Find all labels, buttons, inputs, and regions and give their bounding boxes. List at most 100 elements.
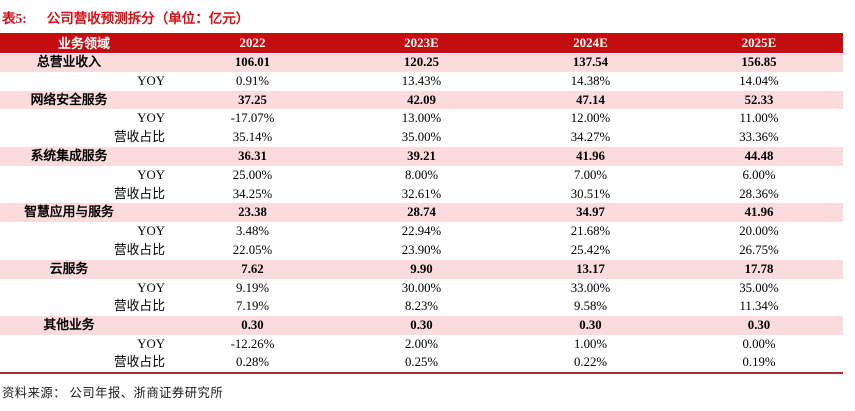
value-cell: 41.96 [506, 146, 675, 166]
table-row: 总营业收入 106.01 120.25 137.54 156.85 [0, 53, 843, 72]
value-cell: 35.00% [739, 280, 779, 295]
value-cell: 0.30 [675, 316, 843, 335]
value-cell: 36.31 [168, 146, 337, 166]
column-header: 2023E [337, 33, 506, 54]
table-row: 系统集成服务 36.31 39.21 41.96 44.48 [0, 146, 843, 166]
table-body: 总营业收入 106.01 120.25 137.54 156.85 YOY 0.91% 13.… [0, 53, 843, 373]
value-cell: 23.90% [401, 242, 442, 257]
value-cell: 3.48% [235, 224, 270, 239]
value-cell: 34.25% [232, 186, 273, 201]
value-cell: 8.23% [404, 299, 439, 314]
value-cell: 0.22% [573, 355, 608, 370]
table-header-row: 业务领域 2022 2023E 2024E 2025E [0, 33, 843, 54]
value-cell: 106.01 [168, 53, 337, 72]
value-cell: 35.14% [232, 130, 273, 145]
value-cell: 28.36% [739, 186, 779, 201]
value-cell: -17.07% [230, 111, 275, 126]
value-cell: 9.19% [235, 280, 270, 295]
table-row: YOY 0.91% 13.43% 14.38% 14.04% [0, 72, 843, 91]
row-label: 智慧应用与服务 [0, 203, 168, 223]
row-label: YOY [137, 280, 165, 295]
table-row: YOY 25.00% 8.00% 7.00% 6.00% [0, 166, 843, 185]
table-row: 智慧应用与服务 23.38 28.74 34.97 41.96 [0, 203, 843, 223]
value-cell: 0.30 [337, 316, 506, 335]
value-cell: 0.28% [235, 355, 270, 370]
table-row: 营收占比 34.25% 32.61% 30.51% 28.36% [0, 185, 843, 204]
row-label: 营收占比 [113, 186, 165, 201]
table-row: YOY 9.19% 30.00% 33.00% 35.00% [0, 279, 843, 298]
value-cell: 30.00% [401, 280, 442, 295]
value-cell: 1.00% [573, 336, 608, 351]
value-cell: 13.00% [401, 111, 442, 126]
value-cell: 21.68% [570, 224, 611, 239]
value-cell: 7.00% [573, 167, 608, 182]
value-cell: 42.09 [337, 90, 506, 110]
value-cell: 0.25% [404, 355, 439, 370]
value-cell: 6.00% [742, 167, 776, 182]
value-cell: 120.25 [337, 53, 506, 72]
value-cell: 47.14 [506, 90, 675, 110]
value-cell: 52.33 [675, 90, 843, 110]
value-cell: 11.00% [739, 111, 779, 126]
header-row: 业务领域 2022 2023E 2024E 2025E [0, 33, 843, 54]
value-cell: 22.94% [401, 224, 442, 239]
table-row: YOY -17.07% 13.00% 12.00% 11.00% [0, 109, 843, 128]
row-label: 云服务 [0, 259, 168, 279]
table-row: 营收占比 35.14% 35.00% 34.27% 33.36% [0, 128, 843, 147]
value-cell: 44.48 [675, 146, 843, 166]
value-cell: 11.34% [739, 299, 779, 314]
column-header: 2022 [168, 33, 337, 54]
value-cell: 14.04% [739, 73, 779, 88]
row-label: 营收占比 [113, 299, 165, 314]
row-label: YOY [137, 167, 165, 182]
value-cell: 0.30 [506, 316, 675, 335]
source-note: 资料来源： 公司年报、浙商证券研究所 [2, 386, 224, 400]
value-cell: 7.19% [235, 299, 270, 314]
value-cell: 2.00% [404, 336, 439, 351]
column-header: 2025E [675, 33, 843, 54]
value-cell: 0.19% [742, 355, 776, 370]
value-cell: 33.00% [570, 280, 611, 295]
row-label: 总营业收入 [0, 53, 168, 72]
value-cell: 33.36% [739, 130, 779, 145]
revenue-forecast-table: 业务领域 2022 2023E 2024E 2025E 总营业收入 106.01 120.2… [0, 33, 843, 374]
column-header: 2024E [506, 33, 675, 54]
row-label: 营收占比 [113, 130, 165, 145]
value-cell: 25.42% [570, 242, 611, 257]
row-label: 营收占比 [113, 242, 165, 257]
table-row: 云服务 7.62 9.90 13.17 17.78 [0, 259, 843, 279]
table-row: 其他业务 0.30 0.30 0.30 0.30 [0, 316, 843, 335]
value-cell: 13.17 [506, 259, 675, 279]
row-label: 营收占比 [113, 355, 165, 370]
table-row: YOY -12.26% 2.00% 1.00% 0.00% [0, 335, 843, 354]
value-cell: 39.21 [337, 146, 506, 166]
value-cell: 0.00% [742, 336, 776, 351]
value-cell: 34.97 [506, 203, 675, 223]
value-cell: 17.78 [675, 259, 843, 279]
value-cell: 20.00% [739, 224, 779, 239]
value-cell: 12.00% [570, 111, 611, 126]
value-cell: 41.96 [675, 203, 843, 223]
value-cell: 34.27% [570, 130, 611, 145]
row-label: YOY [137, 224, 165, 239]
value-cell: -12.26% [230, 336, 275, 351]
row-label: YOY [137, 336, 165, 351]
value-cell: 30.51% [570, 186, 611, 201]
value-cell: 14.38% [570, 73, 611, 88]
value-cell: 28.74 [337, 203, 506, 223]
value-cell: 22.05% [232, 242, 273, 257]
value-cell: 32.61% [401, 186, 442, 201]
value-cell: 137.54 [506, 53, 675, 72]
table-row: 网络安全服务 37.25 42.09 47.14 52.33 [0, 90, 843, 110]
value-cell: 26.75% [739, 242, 779, 257]
row-label: 网络安全服务 [0, 90, 168, 110]
row-label: 系统集成服务 [0, 146, 168, 166]
value-cell: 8.00% [404, 167, 439, 182]
value-cell: 9.58% [573, 299, 608, 314]
value-cell: 37.25 [168, 90, 337, 110]
value-cell: 0.91% [235, 73, 270, 88]
value-cell: 13.43% [401, 73, 442, 88]
table-row: 营收占比 22.05% 23.90% 25.42% 26.75% [0, 241, 843, 260]
column-header: 业务领域 [0, 33, 168, 54]
